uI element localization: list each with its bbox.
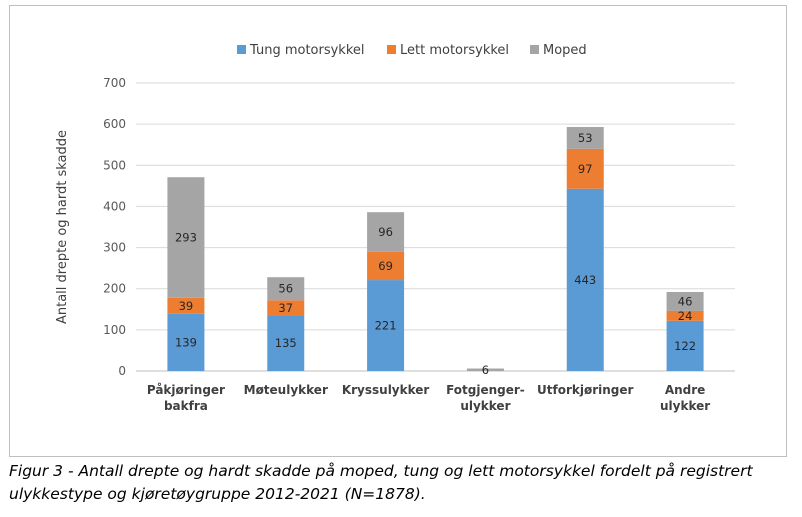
data-label: 6	[482, 363, 489, 377]
y-tick-label: 500	[103, 158, 126, 172]
bar-segment	[666, 320, 704, 371]
legend-label: Moped	[543, 43, 587, 58]
data-label: 69	[378, 259, 393, 273]
y-tick-label: 600	[103, 117, 126, 131]
data-label: 139	[175, 335, 197, 349]
x-tick-label: Kryssulykker	[342, 383, 430, 397]
data-label: 46	[678, 294, 693, 308]
caption-line-1: Figur 3 - Antall drepte og hardt skadde …	[9, 462, 753, 480]
data-label: 96	[378, 225, 393, 239]
bar-segment	[167, 297, 205, 314]
bar-segment	[167, 313, 205, 371]
y-tick-label: 200	[103, 282, 126, 296]
data-label: 135	[275, 336, 297, 350]
bar-segment	[367, 280, 405, 371]
data-label: 97	[578, 162, 593, 176]
legend-swatch	[530, 45, 539, 54]
bar-segment	[267, 300, 305, 316]
legend-label: Tung motorsykkel	[249, 43, 365, 58]
y-axis-title: Antall drepte og hardt skadde	[55, 130, 70, 324]
x-tick-label: Påkjøringer	[147, 383, 225, 397]
data-label: 24	[678, 309, 693, 323]
y-tick-label: 100	[103, 323, 126, 337]
data-label: 56	[278, 282, 293, 296]
legend-swatch	[387, 45, 396, 54]
y-tick-label: 400	[103, 199, 126, 213]
data-label: 37	[278, 301, 293, 315]
x-tick-label: ulykker	[460, 399, 510, 413]
data-label: 39	[179, 299, 194, 313]
x-tick-label: ulykker	[660, 399, 710, 413]
data-label: 221	[375, 319, 397, 333]
figure-caption: Figur 3 - Antall drepte og hardt skadde …	[9, 460, 799, 506]
bar-segment	[367, 251, 405, 281]
chart-frame: 0 100 200 300 400 500 600 700 Antall drepte og h…	[9, 5, 787, 457]
bar-segment	[666, 310, 704, 321]
bar-segment	[367, 212, 405, 252]
data-label: 293	[175, 230, 197, 244]
bar-segment	[466, 368, 504, 371]
bar-segment	[267, 277, 305, 301]
x-tick-label: Andre	[665, 383, 705, 397]
bar-segment	[566, 148, 604, 189]
bar-segment	[267, 315, 305, 371]
data-label: 443	[574, 273, 596, 287]
x-tick-label: Møteulykker	[244, 383, 328, 397]
y-tick-label: 0	[118, 364, 126, 378]
bar-segment	[666, 292, 704, 311]
legend-label: Lett motorsykkel	[400, 43, 509, 58]
data-label: 122	[674, 339, 696, 353]
bar-segment	[167, 177, 205, 298]
x-tick-label: Utforkjøringer	[537, 383, 634, 397]
bar-segment	[566, 188, 604, 371]
y-tick-label: 700	[103, 76, 126, 90]
y-tick-label: 300	[103, 241, 126, 255]
bar-segment	[566, 127, 604, 149]
data-label: 53	[578, 131, 593, 145]
legend-swatch	[237, 45, 246, 54]
stacked-bar-chart: 0 100 200 300 400 500 600 700 Antall drepte og h…	[55, 43, 735, 413]
x-tick-label: Fotgjenger-	[446, 383, 525, 397]
caption-line-2: ulykkestype og kjøretøygruppe 2012-2021 …	[9, 485, 426, 503]
x-tick-label: bakfra	[164, 399, 208, 413]
